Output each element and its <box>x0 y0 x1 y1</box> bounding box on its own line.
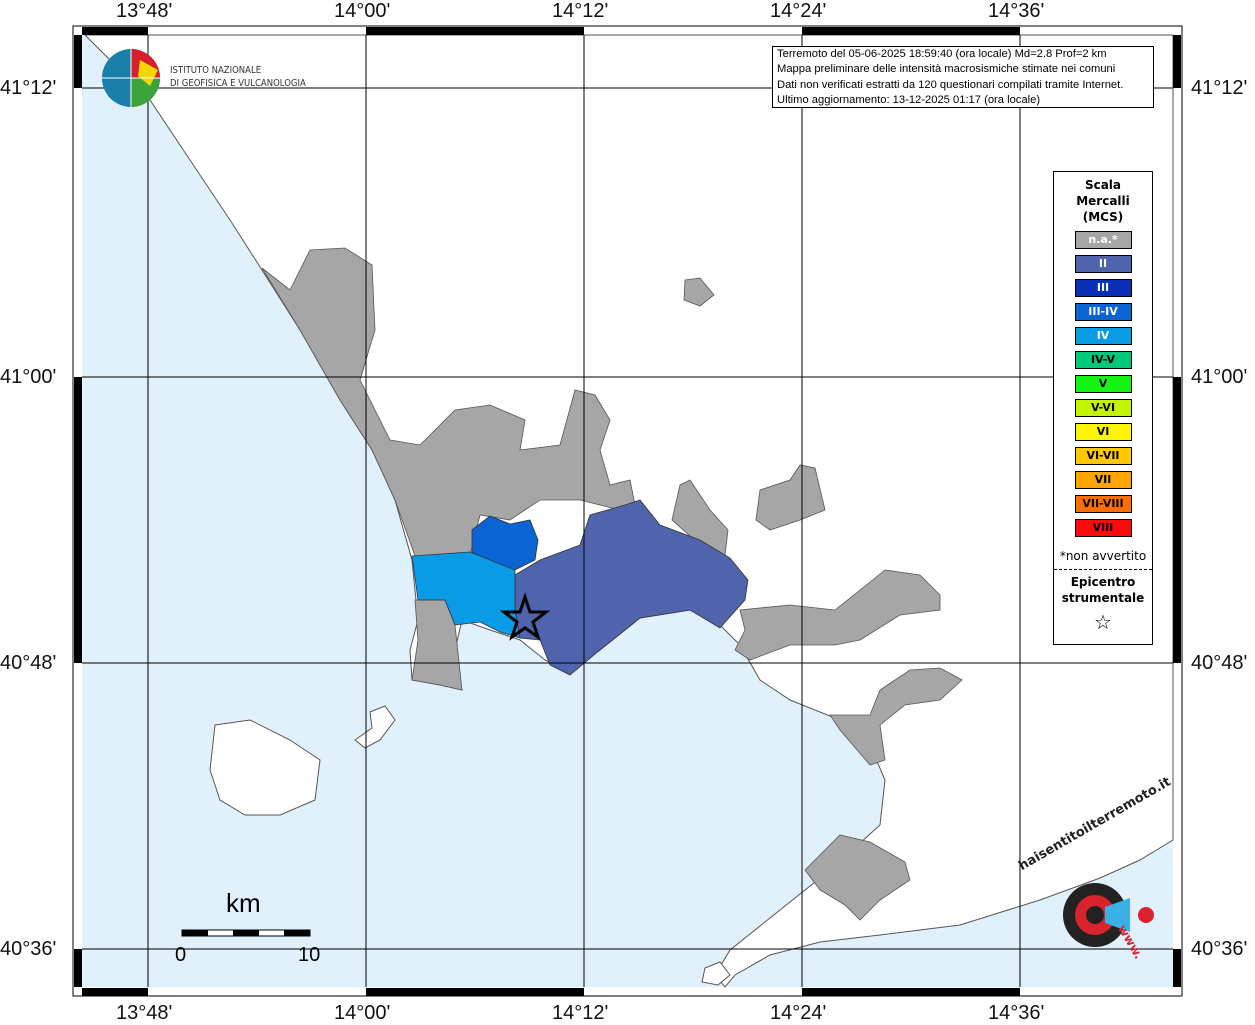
legend-item-ii: II <box>1074 255 1132 273</box>
legend-item-iv-v: IV-V <box>1074 351 1132 369</box>
legend-item-viii: VIII <box>1074 519 1132 537</box>
haisentito-logo <box>1063 883 1154 947</box>
lon-label-bottom: 13°48' <box>116 1002 173 1024</box>
info-line: Terremoto del 05-06-2025 18:59:40 (ora l… <box>777 48 1107 60</box>
legend-epi-line: Epicentro <box>1070 575 1136 589</box>
info-line: Dati non verificati estratti da 120 ques… <box>777 78 1124 91</box>
scale-unit: km <box>226 888 261 918</box>
lon-label-bottom: 14°24' <box>770 1002 827 1024</box>
legend-title-line: Mercalli <box>1076 194 1130 208</box>
logo-line: ISTITUTO NAZIONALE <box>170 65 262 76</box>
legend-item-iii-iv: III-IV <box>1074 303 1132 321</box>
logo-line: DI GEOFISICA E VULCANOLOGIA <box>170 78 306 89</box>
epicenter-star <box>499 592 551 641</box>
region-na <box>261 247 963 921</box>
lon-label-top: 14°24' <box>770 0 827 22</box>
legend-item-vi: VI <box>1074 423 1132 441</box>
ingv-logo-text: ISTITUTO NAZIONALE DI GEOFISICA E VULCAN… <box>170 64 306 90</box>
legend-item-vii-viii: VII-VIII <box>1074 495 1132 513</box>
legend-item-vii: VII <box>1074 471 1132 489</box>
lat-label-right: 41°00' <box>1191 366 1248 388</box>
lon-label-top: 14°00' <box>334 0 391 22</box>
lon-label-top: 14°12' <box>552 0 609 22</box>
region-IV <box>411 551 521 639</box>
lon-label-bottom: 14°36' <box>988 1002 1045 1024</box>
legend-epi-line: strumentale <box>1061 591 1145 605</box>
ingv-globe-logo <box>102 49 160 107</box>
legend-items: n.a.* II III III-IV IV IV-V V V-VI VI VI-VII VII VI… <box>1054 231 1152 537</box>
lat-label-left: 40°36' <box>0 938 57 960</box>
legend: Scala Mercalli (MCS) n.a.* II III III-IV IV I… <box>1053 171 1153 645</box>
region-II <box>514 499 749 676</box>
legend-item-v: V <box>1074 375 1132 393</box>
lon-label-top: 14°36' <box>988 0 1045 22</box>
legend-item-iii: III <box>1074 279 1132 297</box>
legend-item-v-vi: V-VI <box>1074 399 1132 417</box>
scale-max: 10 <box>298 944 321 966</box>
lat-label-left: 40°48' <box>0 652 57 674</box>
frame-ticks <box>74 27 1181 996</box>
island-capri <box>701 961 731 986</box>
legend-item-vi-vii: VI-VII <box>1074 447 1132 465</box>
info-box: Terremoto del 05-06-2025 18:59:40 (ora l… <box>772 46 1154 108</box>
info-line: Ultimo aggiornamento: 13-12-2025 01:17 (… <box>777 93 1041 106</box>
lon-label-top: 13°48' <box>116 0 173 22</box>
lon-label-bottom: 14°12' <box>552 1002 609 1024</box>
scale-bar <box>181 929 311 937</box>
lat-label-right: 40°48' <box>1191 652 1248 674</box>
info-line: Mappa preliminare delle intensità macros… <box>777 63 1116 76</box>
lat-label-left: 41°12' <box>0 77 57 99</box>
island-procida <box>354 705 396 749</box>
lat-label-right: 41°12' <box>1191 77 1248 99</box>
lon-label-bottom: 14°00' <box>334 1002 391 1024</box>
graticule <box>82 35 1173 987</box>
scale-min: 0 <box>175 944 187 966</box>
island-ischia <box>209 719 321 816</box>
lat-label-right: 40°36' <box>1191 938 1248 960</box>
legend-title: Scala Mercalli (MCS) <box>1054 177 1152 225</box>
lat-label-left: 41°00' <box>0 366 57 388</box>
legend-item-na: n.a.* <box>1074 231 1132 249</box>
legend-title-line: Scala <box>1084 178 1122 192</box>
legend-note: *non avvertito <box>1059 549 1147 563</box>
legend-title-line: (MCS) <box>1082 210 1124 224</box>
legend-item-iv: IV <box>1074 327 1132 345</box>
legend-divider <box>1054 569 1152 570</box>
star-icon: ☆ <box>1094 610 1112 634</box>
legend-epicenter-title: Epicentro strumentale <box>1054 574 1152 606</box>
